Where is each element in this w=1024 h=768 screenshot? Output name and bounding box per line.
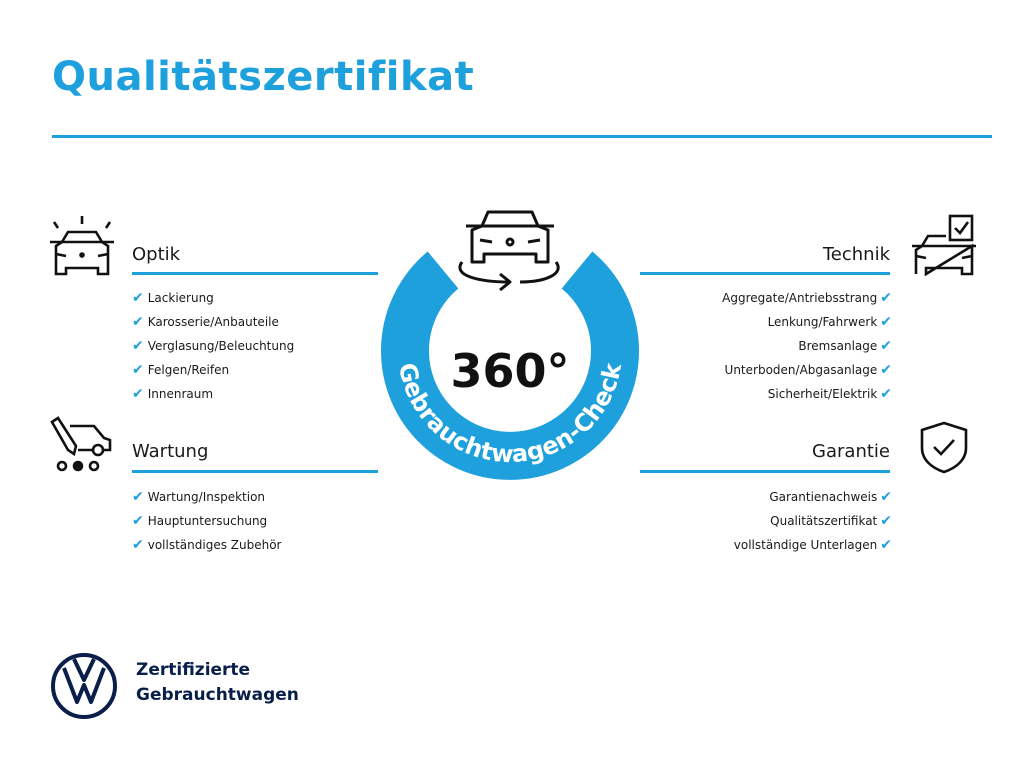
ring-arc [381,251,639,480]
checklist-item-label: Sicherheit/Elektrik [767,387,878,401]
checklist-item: ✔ Verglasung/Beleuchtung [132,334,294,358]
service-van-icon [50,416,112,472]
car-rotate-icon [458,210,560,292]
section-divider [132,470,378,473]
degrees-label: 360° [450,344,569,398]
checklist-item-label: Unterboden/Abgasanlage [724,363,878,377]
checklist-item-label: Verglasung/Beleuchtung [147,339,295,353]
checklist-item: ✔ Hauptuntersuchung [132,509,282,533]
brand-line2: Gebrauchtwagen [136,685,299,705]
check-icon: ✔ [880,290,892,306]
checklist-item: Aggregate/Antriebsstrang ✔ [590,286,892,310]
check-icon: ✔ [132,513,144,529]
section-title-technik: Technik [822,244,890,265]
check-icon: ✔ [880,338,892,354]
checklist-item-label: Lenkung/Fahrwerk [767,315,878,329]
check-icon: ✔ [132,362,144,378]
page-title: Qualitätszertifikat [52,54,475,100]
checklist-item-label: vollständige Unterlagen [733,538,878,552]
wartung-list: ✔ Wartung/Inspektion ✔ Hauptuntersuchung ✔ vo… [132,485,282,557]
checklist-item-label: Qualitätszertifikat [770,514,878,528]
checklist-item: Bremsanlage ✔ [590,334,892,358]
shield-check-icon [920,421,968,474]
optik-list: ✔ Lackierung ✔ Karosserie/Anbauteile ✔ Vergla… [132,286,294,406]
checklist-item: ✔ Innenraum [132,382,294,406]
technik-list: Aggregate/Antriebsstrang ✔ Lenkung/Fahrwer… [590,286,892,406]
section-title-wartung: Wartung [132,441,209,462]
checklist-item: ✔ Felgen/Reifen [132,358,294,382]
checklist-item-label: Hauptuntersuchung [147,514,268,528]
checklist-item: Qualitätszertifikat ✔ [590,509,892,533]
section-divider [132,272,378,275]
title-divider [52,135,992,138]
checklist-item: vollständige Unterlagen ✔ [590,533,892,557]
check-icon: ✔ [880,537,892,553]
checklist-item: ✔ vollständiges Zubehör [132,533,282,557]
checklist-item: Garantienachweis ✔ [590,485,892,509]
check-icon: ✔ [132,386,144,402]
garantie-list: Garantienachweis ✔ Qualitätszertifikat ✔ vol… [590,485,892,557]
checklist-item-label: vollständiges Zubehör [147,538,282,552]
checklist-item-label: Wartung/Inspektion [147,490,266,504]
car-lights-icon [50,216,114,276]
checklist-item-label: Aggregate/Antriebsstrang [722,291,878,305]
section-title-optik: Optik [132,244,181,265]
section-title-garantie: Garantie [812,441,890,462]
check-icon: ✔ [880,386,892,402]
check-icon: ✔ [132,489,144,505]
check-icon: ✔ [880,314,892,330]
check-icon: ✔ [880,489,892,505]
check-icon: ✔ [880,362,892,378]
checklist-item-label: Garantienachweis [769,490,878,504]
vw-logo [51,653,117,719]
checklist-item: ✔ Wartung/Inspektion [132,485,282,509]
check-icon: ✔ [132,537,144,553]
checklist-item: Sicherheit/Elektrik ✔ [590,382,892,406]
checklist-item-label: Lackierung [147,291,214,305]
brand-line1: Zertifizierte [136,660,251,680]
checklist-item-label: Bremsanlage [798,339,878,353]
checklist-item: Lenkung/Fahrwerk ✔ [590,310,892,334]
checklist-item: ✔ Lackierung [132,286,294,310]
gebrauchtwagen-check-ring: Gebrauchtwagen-Check 360° [381,210,639,480]
check-icon: ✔ [132,314,144,330]
check-icon: ✔ [132,290,144,306]
checklist-item: Unterboden/Abgasanlage ✔ [590,358,892,382]
car-checklist-icon [912,214,976,277]
checklist-item-label: Karosserie/Anbauteile [147,315,279,329]
check-icon: ✔ [880,513,892,529]
check-icon: ✔ [132,338,144,354]
section-divider [640,272,890,275]
checklist-item: ✔ Karosserie/Anbauteile [132,310,294,334]
checklist-item-label: Innenraum [147,387,214,401]
checklist-item-label: Felgen/Reifen [147,363,230,377]
section-divider [640,470,890,473]
